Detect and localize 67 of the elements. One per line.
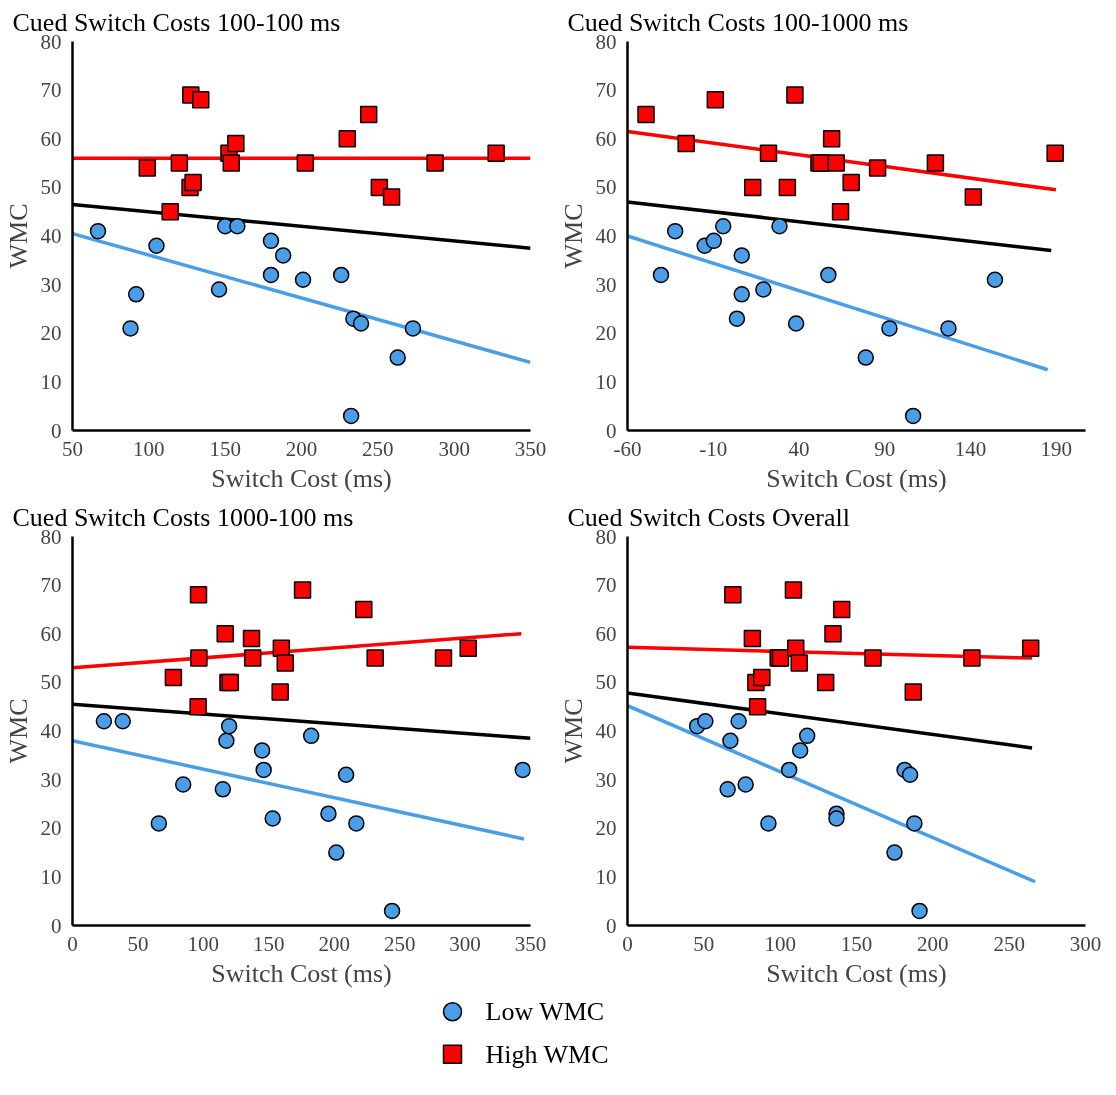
y-tick-label: 60 [40,621,62,646]
x-tick-label: 0 [622,931,633,956]
x-tick-label: 350 [514,436,547,461]
y-tick-label: 0 [51,913,62,938]
x-axis-title: Switch Cost (ms) [211,958,392,988]
y-tick-label: 60 [595,126,617,151]
legend-label: Low WMC [485,997,605,1027]
x-tick-label: 300 [438,436,470,461]
y-tick-label: 10 [595,369,617,394]
y-tick-label: 50 [40,175,62,200]
x-tick-label: 150 [209,436,241,461]
x-tick-label: 350 [514,931,547,956]
x-tick-label: 250 [362,436,394,461]
y-axis-title: WMC [3,698,33,764]
y-tick-label: 50 [40,670,62,695]
y-tick-label: 20 [595,321,617,346]
x-tick-label: 50 [693,931,715,956]
y-tick-label: 30 [40,272,62,297]
y-tick-label: 20 [40,816,62,841]
x-tick-label: 90 [874,436,896,461]
x-tick-label: 300 [1069,931,1102,956]
y-tick-label: 70 [595,573,617,598]
y-tick-label: 40 [40,224,62,248]
y-tick-label: 30 [40,767,62,792]
y-tick-label: 60 [40,126,62,151]
x-tick-label: 150 [840,931,873,956]
x-tick-label: 140 [954,436,987,461]
y-tick-label: 40 [595,719,617,743]
y-axis-title: WMC [558,698,588,764]
x-tick-label: 0 [67,931,78,956]
y-axis-title: WMC [3,203,33,269]
x-tick-label: 150 [253,931,285,956]
y-tick-label: 0 [606,913,617,938]
y-axis-title: WMC [558,203,588,269]
legend-label: High WMC [485,1039,609,1069]
x-tick-label: 100 [133,436,165,461]
x-tick-label: 200 [318,931,350,956]
y-tick-label: 0 [51,418,62,443]
y-tick-label: 60 [595,621,617,646]
y-tick-label: 30 [595,767,617,792]
x-tick-label: 50 [127,931,149,956]
y-tick-label: 20 [595,816,617,841]
y-tick-label: 70 [40,573,62,598]
x-tick-label: 250 [993,931,1025,956]
x-tick-label: 100 [764,931,796,956]
y-tick-label: 70 [40,78,62,103]
x-axis-title: Switch Cost (ms) [211,463,392,493]
y-tick-label: 10 [595,864,617,889]
y-tick-label: 70 [595,78,617,103]
x-tick-label: 200 [917,931,949,956]
y-tick-label: 10 [40,864,62,889]
x-axis-title: Switch Cost (ms) [766,463,947,493]
x-tick-label: -10 [699,436,728,461]
y-tick-label: 30 [595,272,617,297]
y-tick-label: 50 [595,670,617,695]
x-tick-label: 190 [1040,436,1073,461]
x-tick-label: 250 [383,931,416,956]
x-tick-label: 100 [187,931,220,956]
y-tick-label: 20 [40,321,62,346]
x-tick-label: 40 [788,436,810,461]
y-tick-label: 40 [40,719,62,743]
y-tick-label: 10 [40,369,62,394]
y-tick-label: 40 [595,224,617,248]
y-tick-label: 50 [595,175,617,200]
x-tick-label: 300 [449,931,481,956]
x-axis-title: Switch Cost (ms) [766,958,947,988]
x-tick-label: 200 [285,436,318,461]
